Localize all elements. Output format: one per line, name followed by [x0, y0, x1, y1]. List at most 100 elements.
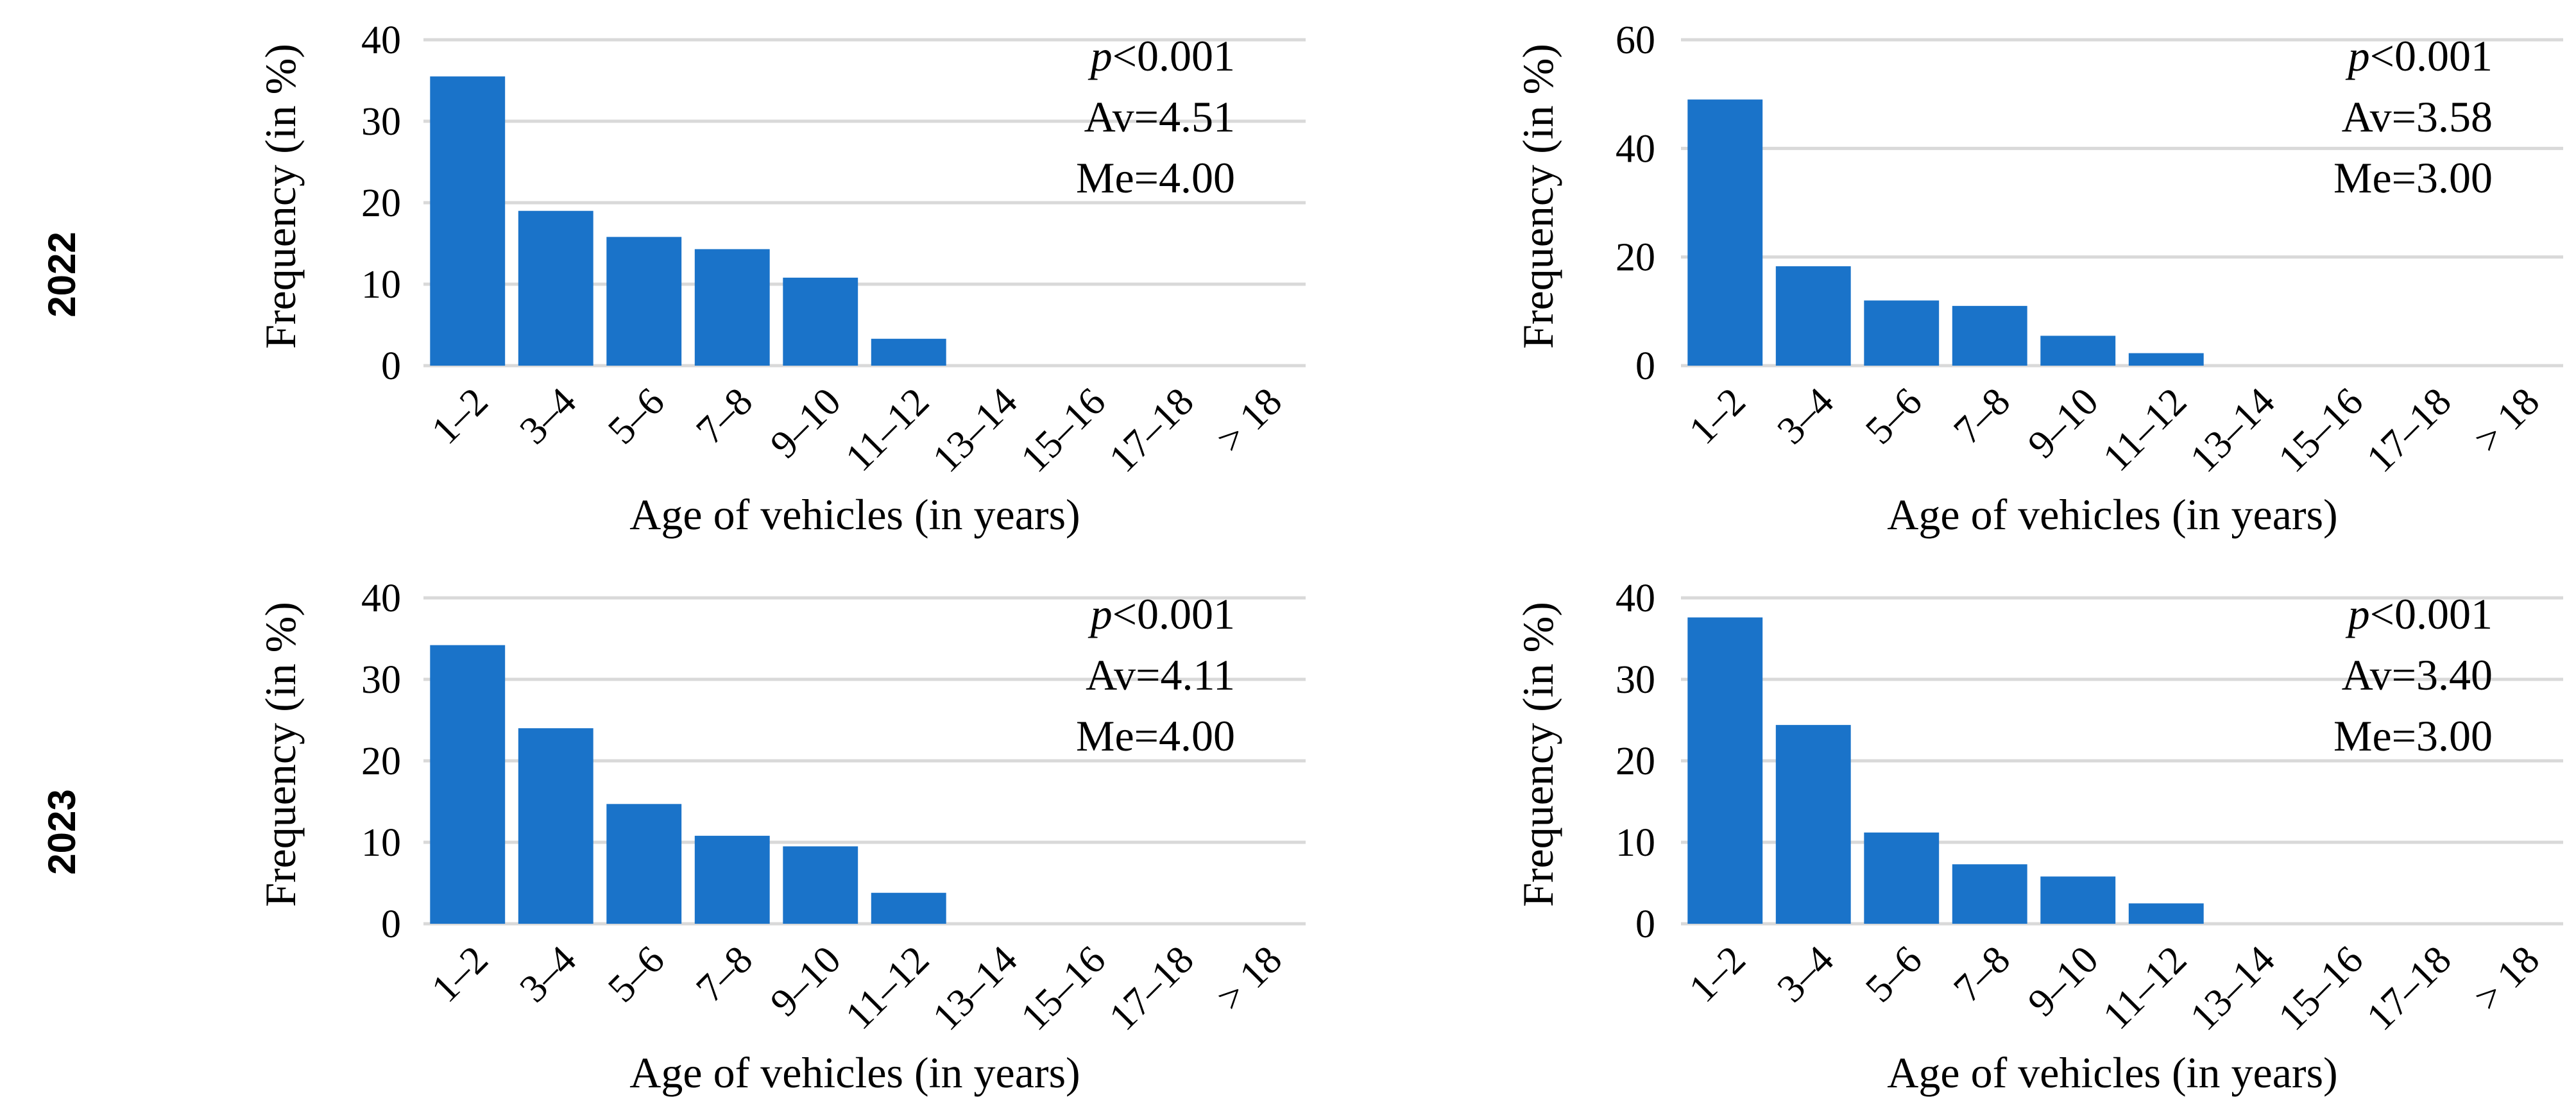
x-tick-label: 13–14: [925, 380, 1026, 481]
bar-11-12: [871, 339, 946, 366]
annotation-average: Av=3.58: [2342, 92, 2493, 141]
bar-7-8: [1952, 305, 2027, 366]
bar-3-4: [518, 728, 593, 924]
x-tick-label: 7–8: [688, 380, 761, 453]
x-tick-label: 17–18: [1101, 380, 1202, 481]
x-tick-label: 5–6: [1857, 938, 1931, 1011]
y-tick-label: 40: [361, 577, 401, 620]
annotation-p-value: p<0.001: [1088, 31, 1235, 80]
bar-5-6: [606, 237, 682, 366]
x-tick-label: 7–8: [1945, 380, 2018, 453]
annotation-average: Av=3.40: [2342, 650, 2493, 699]
y-tick-label: 0: [1635, 903, 1655, 946]
annotation-p-symbol: p: [1088, 590, 1113, 638]
x-tick-label: 3–4: [1769, 938, 1842, 1011]
x-tick-label: 1–2: [1681, 380, 1754, 453]
y-tick-label: 40: [361, 19, 401, 62]
bar-3-4: [518, 210, 593, 366]
x-tick-label: 9–10: [762, 938, 849, 1025]
bar-5-6: [606, 804, 682, 924]
bar-9-10: [2040, 876, 2116, 924]
row-label-2023: 2023: [40, 789, 83, 874]
y-tick-label: 30: [1616, 658, 1655, 702]
x-tick-label: 9–10: [762, 380, 849, 467]
annotation-p-value: p<0.001: [1088, 590, 1235, 638]
annotation-p-threshold: <0.001: [2370, 590, 2493, 638]
annotation-p-value: p<0.001: [2346, 31, 2493, 80]
annotation-p-threshold: <0.001: [1113, 590, 1235, 638]
y-tick-label: 20: [361, 740, 401, 783]
annotation-p-symbol: p: [1088, 31, 1113, 80]
annotation-p-symbol: p: [2346, 590, 2370, 638]
annotation-p-symbol: p: [2346, 31, 2370, 80]
y-axis-title: Frequency (in %): [1514, 44, 1562, 349]
x-tick-label: > 18: [1209, 938, 1291, 1020]
x-tick-label: 5–6: [600, 380, 673, 453]
x-tick-label: > 18: [2466, 938, 2548, 1020]
x-tick-label: 15–16: [1012, 380, 1114, 481]
x-tick-label: 17–18: [1101, 938, 1202, 1039]
x-tick-label: 7–8: [688, 938, 761, 1011]
bar-5-6: [1864, 832, 1940, 924]
bar-9-10: [2040, 336, 2116, 366]
x-tick-label: 1–2: [423, 380, 497, 453]
annotation-p-value: p<0.001: [2346, 590, 2493, 638]
chart-panel-2: 0 10 20 30 40 1–2 3–4 5–6 7–8 9–1011–1213–1415–16…: [256, 577, 1306, 1097]
bar-5-6: [1864, 300, 1940, 366]
annotation-median: Me=4.00: [1076, 153, 1235, 202]
annotation-p-threshold: <0.001: [1113, 31, 1235, 80]
x-tick-label: 7–8: [1945, 938, 2018, 1011]
chart-panel-3: 0 10 20 30 40 1–2 3–4 5–6 7–8 9–1011–1213–1415–16…: [1514, 577, 2563, 1097]
bar-1-2: [1687, 99, 1763, 366]
x-tick-label: 11–12: [837, 938, 937, 1038]
x-tick-label: 5–6: [1857, 380, 1931, 453]
x-tick-label: 9–10: [2020, 380, 2107, 467]
y-tick-label: 0: [1635, 344, 1655, 388]
y-tick-label: 60: [1616, 19, 1655, 62]
x-tick-label: 13–14: [2182, 380, 2283, 481]
y-tick-label: 40: [1616, 577, 1655, 620]
x-tick-label: 1–2: [1681, 938, 1754, 1011]
bar-1-2: [1687, 617, 1763, 924]
annotation-median: Me=3.00: [2333, 711, 2493, 760]
x-tick-label: 15–16: [2270, 938, 2371, 1039]
bar-3-4: [1775, 725, 1851, 924]
bar-11-12: [2128, 353, 2204, 366]
annotation-median: Me=4.00: [1076, 711, 1235, 760]
x-tick-label: 1–2: [423, 938, 497, 1011]
bar-1-2: [430, 645, 506, 924]
x-tick-label: 13–14: [925, 938, 1026, 1039]
y-tick-label: 20: [361, 182, 401, 225]
x-axis-title: Age of vehicles (in years): [1887, 490, 2337, 539]
y-tick-label: 30: [361, 658, 401, 702]
x-tick-label: 11–12: [2095, 938, 2195, 1038]
x-tick-label: > 18: [1209, 380, 1291, 462]
x-axis-title: Age of vehicles (in years): [629, 1048, 1080, 1097]
y-tick-label: 10: [361, 821, 401, 865]
row-label-2022: 2022: [40, 232, 83, 317]
annotation-p-threshold: <0.001: [2370, 31, 2493, 80]
x-tick-label: 3–4: [511, 380, 584, 453]
x-tick-label: 11–12: [837, 380, 937, 480]
y-axis-title: Frequency (in %): [256, 602, 305, 907]
y-tick-label: 20: [1616, 236, 1655, 280]
bar-7-8: [694, 835, 770, 924]
y-tick-label: 30: [361, 100, 401, 144]
y-axis-title: Frequency (in %): [256, 44, 305, 349]
x-axis-title: Age of vehicles (in years): [1887, 1048, 2337, 1097]
annotation-average: Av=4.51: [1084, 92, 1235, 141]
x-tick-label: > 18: [2466, 380, 2548, 462]
x-axis-title: Age of vehicles (in years): [629, 490, 1080, 539]
x-tick-label: 11–12: [2095, 380, 2195, 480]
y-tick-label: 40: [1616, 127, 1655, 171]
bar-9-10: [783, 277, 858, 366]
bar-3-4: [1775, 266, 1851, 366]
annotation-median: Me=3.00: [2333, 153, 2493, 202]
bar-11-12: [871, 892, 946, 924]
y-tick-label: 20: [1616, 740, 1655, 783]
bar-7-8: [1952, 864, 2027, 924]
x-tick-label: 15–16: [1012, 938, 1114, 1039]
bar-1-2: [430, 76, 506, 366]
